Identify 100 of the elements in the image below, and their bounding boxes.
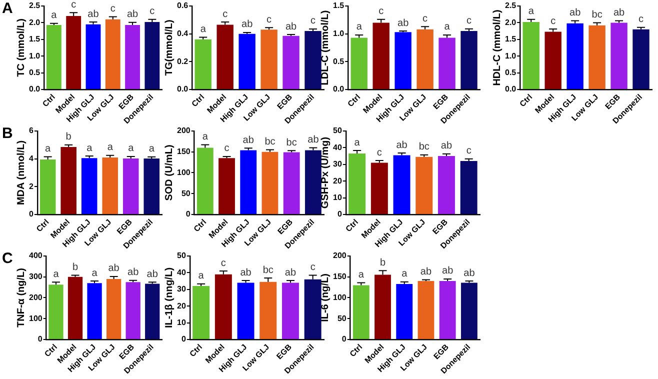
data-label: c — [110, 3, 116, 14]
data-label: ab — [440, 140, 452, 152]
y-tick-label: 0.0 — [504, 84, 517, 94]
x-tick-label: Ctrl — [190, 92, 206, 109]
bar — [460, 161, 478, 214]
y-tick-label: 100 — [176, 168, 191, 177]
bar — [460, 31, 478, 89]
bar — [350, 38, 368, 89]
y-tick-label: 100 — [332, 292, 347, 302]
bar — [66, 16, 82, 89]
data-label: bc — [286, 137, 297, 148]
y-tick-label: 50 — [332, 126, 342, 136]
y-tick-label: 1.0 — [504, 51, 517, 60]
y-tick-label: 2.0 — [28, 18, 41, 27]
bar — [566, 23, 584, 89]
y-tick-label: 0 — [342, 334, 347, 344]
data-label: ab — [146, 268, 158, 280]
data-label: b — [66, 132, 72, 143]
y-tick-label: 0.4 — [176, 29, 189, 38]
bar — [81, 158, 98, 214]
y-tick-label: 0.5 — [28, 68, 41, 77]
data-label: c — [422, 13, 428, 24]
bar — [216, 24, 234, 89]
y-tick-label: 400 — [28, 251, 43, 260]
data-label: c — [466, 16, 472, 27]
y-tick-label: 200 — [28, 292, 43, 302]
bar — [610, 22, 628, 89]
data-label: a — [86, 142, 93, 154]
data-label: ab — [570, 7, 582, 18]
bar — [102, 157, 118, 214]
data-label: c — [224, 143, 230, 154]
bar — [260, 30, 278, 89]
data-label: c — [638, 14, 644, 26]
data-label: c — [310, 262, 316, 273]
y-tick-label: 0.0 — [28, 84, 41, 94]
x-tick-label: Ctrl — [188, 342, 204, 359]
data-label: b — [380, 257, 386, 268]
y-tick-label: 1.5 — [332, 1, 345, 10]
data-label: c — [150, 6, 155, 18]
bar — [40, 160, 56, 214]
y-axis-title: GSH-Px (U/mg) — [320, 136, 331, 209]
y-tick-label: 1.0 — [332, 29, 345, 38]
data-label: b — [72, 262, 78, 273]
y-axis-title: HDL-C (mmol/L) — [492, 10, 503, 86]
bar — [144, 158, 160, 214]
bar — [282, 36, 300, 89]
bar — [544, 32, 562, 89]
bar — [238, 34, 256, 89]
y-tick-label: 100 — [28, 314, 43, 323]
y-tick-label: 40 — [332, 142, 342, 152]
bar — [394, 32, 412, 89]
y-axis-title: SOD (U/mL) — [164, 144, 175, 201]
data-label: a — [358, 269, 364, 280]
y-tick-label: 10 — [332, 193, 342, 202]
data-label: a — [528, 6, 534, 18]
y-axis-title: IL-1β (nng/L) — [164, 267, 175, 328]
x-tick-label: Ctrl — [40, 92, 57, 109]
bar — [194, 39, 212, 89]
bar — [416, 156, 433, 214]
data-label: ab — [420, 266, 432, 278]
data-label: ab — [88, 8, 100, 20]
data-label: ab — [128, 267, 140, 278]
bar — [460, 282, 478, 339]
data-label: ab — [126, 9, 139, 20]
bar — [370, 162, 388, 214]
y-tick-label: 1.5 — [28, 34, 41, 44]
bar — [588, 25, 606, 89]
data-label: c — [220, 258, 226, 269]
data-label: a — [51, 10, 58, 22]
y-tick-label: 40 — [176, 268, 186, 277]
y-tick-label: 0.6 — [176, 1, 189, 10]
y-tick-label: 30 — [176, 284, 186, 294]
y-tick-label: 2 — [28, 182, 34, 191]
y-axis-title: TC (mmol/L) — [16, 18, 27, 77]
y-axis-title: TNF-α (ng/L) — [16, 268, 27, 328]
y-tick-label: 0.0 — [176, 84, 189, 94]
bar — [396, 284, 413, 339]
data-label: c — [310, 16, 316, 27]
y-tick-label: 0 — [38, 334, 43, 344]
x-tick-label: Ctrl — [344, 218, 360, 234]
bar — [144, 22, 160, 89]
y-tick-label: 200 — [332, 251, 347, 260]
data-label: a — [198, 270, 204, 282]
bar — [438, 156, 455, 214]
y-tick-label: 1.5 — [504, 34, 517, 44]
bar — [352, 285, 370, 339]
x-tick-label: Ctrl — [42, 342, 59, 359]
y-tick-label: 2.5 — [28, 1, 41, 10]
y-tick-label: 2.5 — [504, 1, 517, 10]
data-label: ab — [285, 21, 298, 32]
data-label: ab — [396, 140, 408, 151]
bar — [439, 281, 456, 339]
bar — [218, 158, 235, 214]
y-tick-label: 50 — [181, 188, 191, 198]
bar — [60, 147, 76, 214]
data-label: ab — [442, 266, 454, 277]
bar — [46, 25, 62, 89]
bar — [86, 24, 101, 89]
data-label: a — [354, 137, 360, 148]
x-tick-label: Ctrl — [192, 218, 208, 234]
